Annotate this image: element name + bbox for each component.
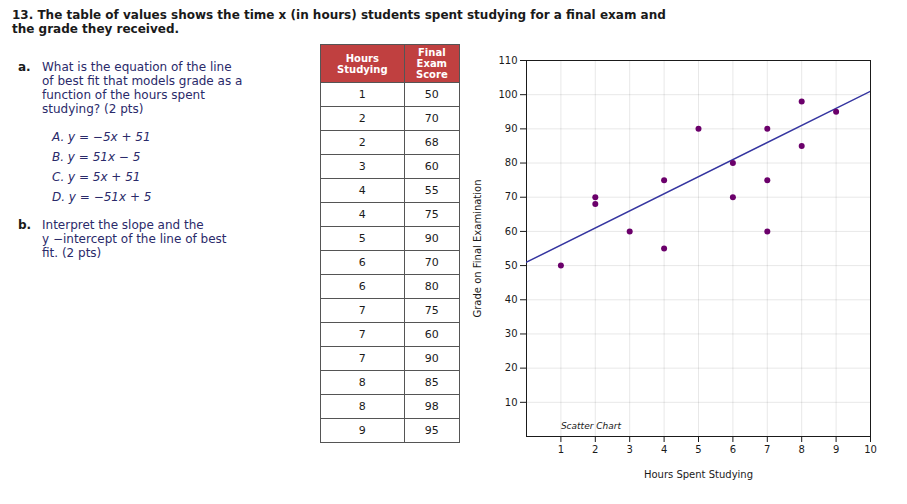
svg-text:7: 7 (764, 444, 770, 455)
html-text:2: 2 (358, 112, 366, 125)
svg-text:2: 2 (592, 444, 598, 455)
svg-text:1: 1 (558, 444, 564, 455)
html-text:8: 8 (358, 376, 366, 389)
html-text:5: 5 (358, 232, 366, 245)
svg-text:10: 10 (864, 444, 877, 455)
html-text:Hours Studying: Hours Studying (337, 52, 388, 75)
html-text:What is the equation of the li: What is the equation of the line of best… (42, 60, 243, 116)
html-text:2: 2 (358, 136, 366, 149)
html-text:D. y = −51x + 5: D. y = −51x + 5 (52, 190, 152, 204)
svg-text:8: 8 (799, 444, 805, 455)
svg-text:5: 5 (695, 444, 701, 455)
svg-text:6: 6 (730, 444, 736, 455)
html-text:55: 55 (424, 184, 439, 197)
svg-text:4: 4 (661, 444, 667, 455)
html-text:3: 3 (358, 160, 366, 173)
html-text:75: 75 (424, 208, 439, 221)
svg-text:Grade on Final Examination: Grade on Final Examination (472, 179, 483, 317)
html-text:1: 1 (358, 88, 366, 101)
html-text:a.: a. (18, 60, 31, 74)
svg-text:30: 30 (505, 328, 518, 339)
html-text:70: 70 (424, 256, 439, 269)
svg-text:80: 80 (505, 157, 518, 168)
html-text:90: 90 (424, 352, 439, 365)
html-text:B. y = 51x − 5: B. y = 51x − 5 (52, 150, 141, 164)
svg-text:110: 110 (498, 55, 517, 66)
svg-text:9: 9 (833, 444, 839, 455)
html-text:4: 4 (358, 208, 366, 221)
html-text:7: 7 (358, 328, 366, 341)
html-text:8: 8 (358, 400, 366, 413)
svg-text:Scatter Chart: Scatter Chart (561, 421, 622, 431)
svg-text:60: 60 (505, 226, 518, 237)
html-text:4: 4 (358, 184, 366, 197)
svg-text:100: 100 (498, 89, 517, 100)
svg-text:20: 20 (505, 362, 518, 373)
html-text:b.: b. (18, 218, 32, 232)
html-text:13. The table of values shows: 13. The table of values shows the time x… (12, 8, 666, 36)
html-text:70: 70 (424, 112, 439, 125)
html-text:50: 50 (424, 88, 439, 101)
html-text:C. y = 5x + 51: C. y = 5x + 51 (52, 170, 141, 184)
svg-text:40: 40 (505, 294, 518, 305)
html-text:60: 60 (424, 328, 439, 341)
svg-text:90: 90 (505, 123, 518, 134)
svg-text:70: 70 (505, 191, 518, 202)
html-text:85: 85 (424, 376, 439, 389)
html-text:60: 60 (424, 160, 439, 173)
svg-text:50: 50 (505, 260, 518, 271)
html-text:9: 9 (358, 424, 366, 437)
html-text:90: 90 (424, 232, 439, 245)
svg-text:Hours Spent Studying: Hours Spent Studying (644, 469, 753, 480)
html-text:7: 7 (358, 304, 366, 317)
svg-text:3: 3 (627, 444, 633, 455)
html-text:A. y = −5x + 51: A. y = −5x + 51 (52, 130, 151, 144)
html-text:98: 98 (424, 400, 439, 413)
html-text:80: 80 (424, 280, 439, 293)
html-text:7: 7 (358, 352, 366, 365)
html-text:68: 68 (424, 136, 439, 149)
svg-text:10: 10 (505, 397, 518, 408)
html-text:6: 6 (358, 280, 366, 293)
html-text:Final Exam Score: Final Exam Score (416, 47, 448, 80)
html-text:95: 95 (424, 424, 439, 437)
html-text:Interpret the slope and the y: Interpret the slope and the y −intercept… (42, 218, 227, 260)
html-text:75: 75 (424, 304, 439, 317)
html-text:6: 6 (358, 256, 366, 269)
